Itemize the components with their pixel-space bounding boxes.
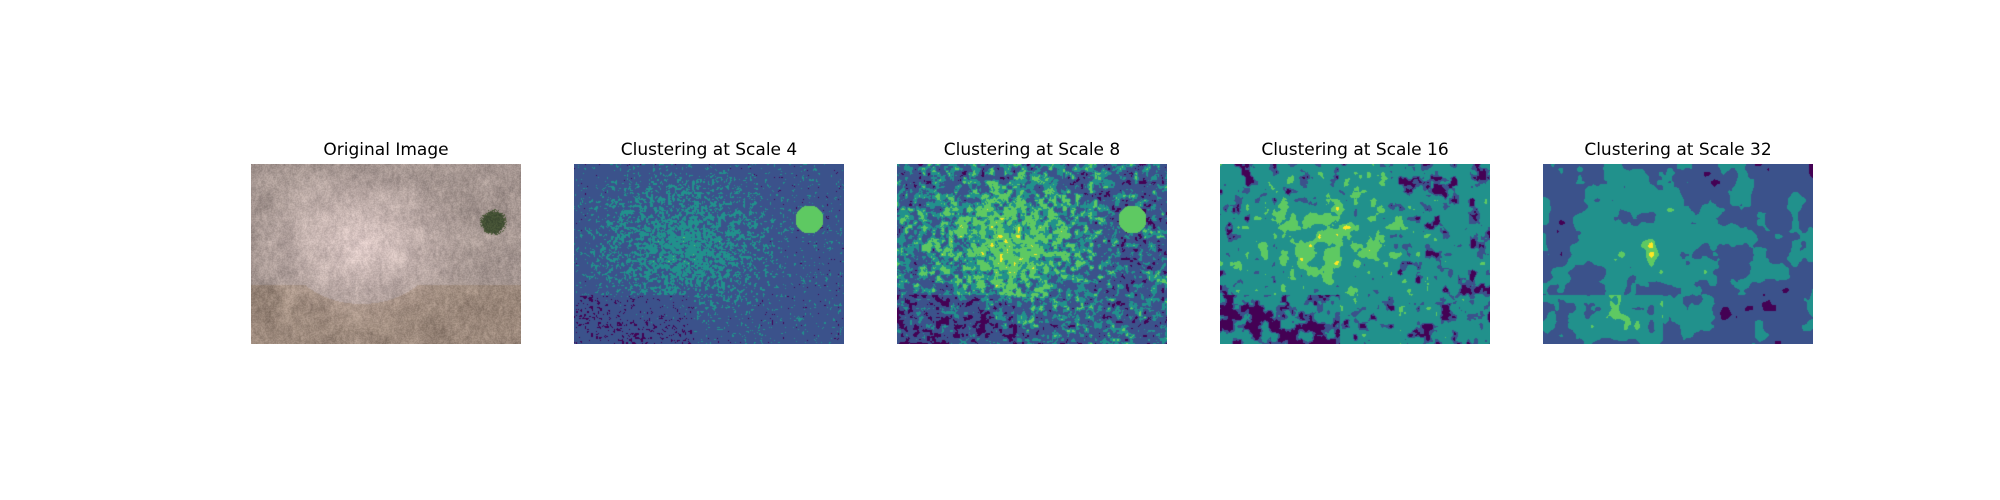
cluster-map-scale-32 bbox=[1543, 164, 1813, 344]
panel-scale-4: Clustering at Scale 4 bbox=[574, 138, 844, 344]
original-photo bbox=[251, 164, 521, 344]
cluster-map-scale-16 bbox=[1220, 164, 1490, 344]
panel-original-image: Original Image bbox=[251, 138, 521, 344]
panel-title-original-image: Original Image bbox=[323, 140, 449, 160]
panel-title-scale-32: Clustering at Scale 32 bbox=[1584, 140, 1772, 160]
panel-scale-8: Clustering at Scale 8 bbox=[897, 138, 1167, 344]
panel-scale-16: Clustering at Scale 16 bbox=[1220, 138, 1490, 344]
panel-title-scale-16: Clustering at Scale 16 bbox=[1261, 140, 1449, 160]
cluster-map-scale-8 bbox=[897, 164, 1167, 344]
panel-title-scale-4: Clustering at Scale 4 bbox=[620, 140, 798, 160]
panel-scale-32: Clustering at Scale 32 bbox=[1543, 138, 1813, 344]
panel-title-scale-8: Clustering at Scale 8 bbox=[943, 140, 1121, 160]
cluster-map-scale-4 bbox=[574, 164, 844, 344]
